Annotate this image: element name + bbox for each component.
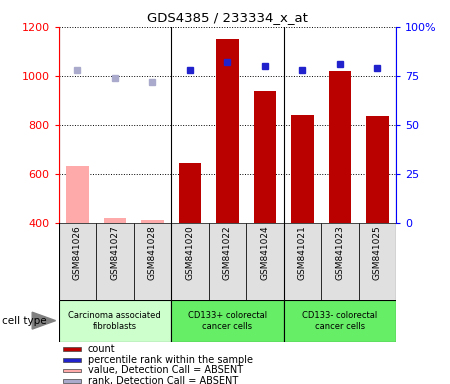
Bar <box>208 223 246 300</box>
Title: GDS4385 / 233334_x_at: GDS4385 / 233334_x_at <box>147 11 308 24</box>
Text: GSM841023: GSM841023 <box>335 225 344 280</box>
Bar <box>359 223 396 300</box>
Text: percentile rank within the sample: percentile rank within the sample <box>88 355 253 365</box>
Bar <box>291 115 314 223</box>
Polygon shape <box>32 312 55 329</box>
Bar <box>104 218 126 223</box>
Text: CD133- colorectal
cancer cells: CD133- colorectal cancer cells <box>302 311 378 331</box>
Bar <box>63 369 81 372</box>
Text: GSM841026: GSM841026 <box>73 225 82 280</box>
Bar <box>284 300 396 342</box>
Bar <box>179 163 201 223</box>
Bar <box>58 223 96 300</box>
Bar <box>246 223 284 300</box>
Text: count: count <box>88 344 115 354</box>
Bar <box>66 166 89 223</box>
Text: GSM841027: GSM841027 <box>110 225 119 280</box>
Bar <box>366 116 388 223</box>
Bar <box>253 91 276 223</box>
Bar <box>63 348 81 351</box>
Bar <box>58 300 171 342</box>
Bar <box>63 379 81 383</box>
Text: GSM841022: GSM841022 <box>223 225 232 280</box>
Bar <box>284 223 321 300</box>
Text: value, Detection Call = ABSENT: value, Detection Call = ABSENT <box>88 366 243 376</box>
Text: Carcinoma associated
fibroblasts: Carcinoma associated fibroblasts <box>68 311 161 331</box>
Bar <box>134 223 171 300</box>
Text: GSM841025: GSM841025 <box>373 225 382 280</box>
Bar <box>171 300 284 342</box>
Bar <box>96 223 134 300</box>
Text: GSM841020: GSM841020 <box>185 225 194 280</box>
Bar <box>321 223 359 300</box>
Bar <box>141 220 163 223</box>
Bar <box>216 39 239 223</box>
Bar <box>328 71 351 223</box>
Text: CD133+ colorectal
cancer cells: CD133+ colorectal cancer cells <box>188 311 267 331</box>
Bar <box>63 358 81 362</box>
Text: GSM841028: GSM841028 <box>148 225 157 280</box>
Text: GSM841024: GSM841024 <box>260 225 269 280</box>
Text: rank, Detection Call = ABSENT: rank, Detection Call = ABSENT <box>88 376 238 384</box>
Text: cell type: cell type <box>2 316 47 326</box>
Text: GSM841021: GSM841021 <box>298 225 307 280</box>
Bar <box>171 223 208 300</box>
